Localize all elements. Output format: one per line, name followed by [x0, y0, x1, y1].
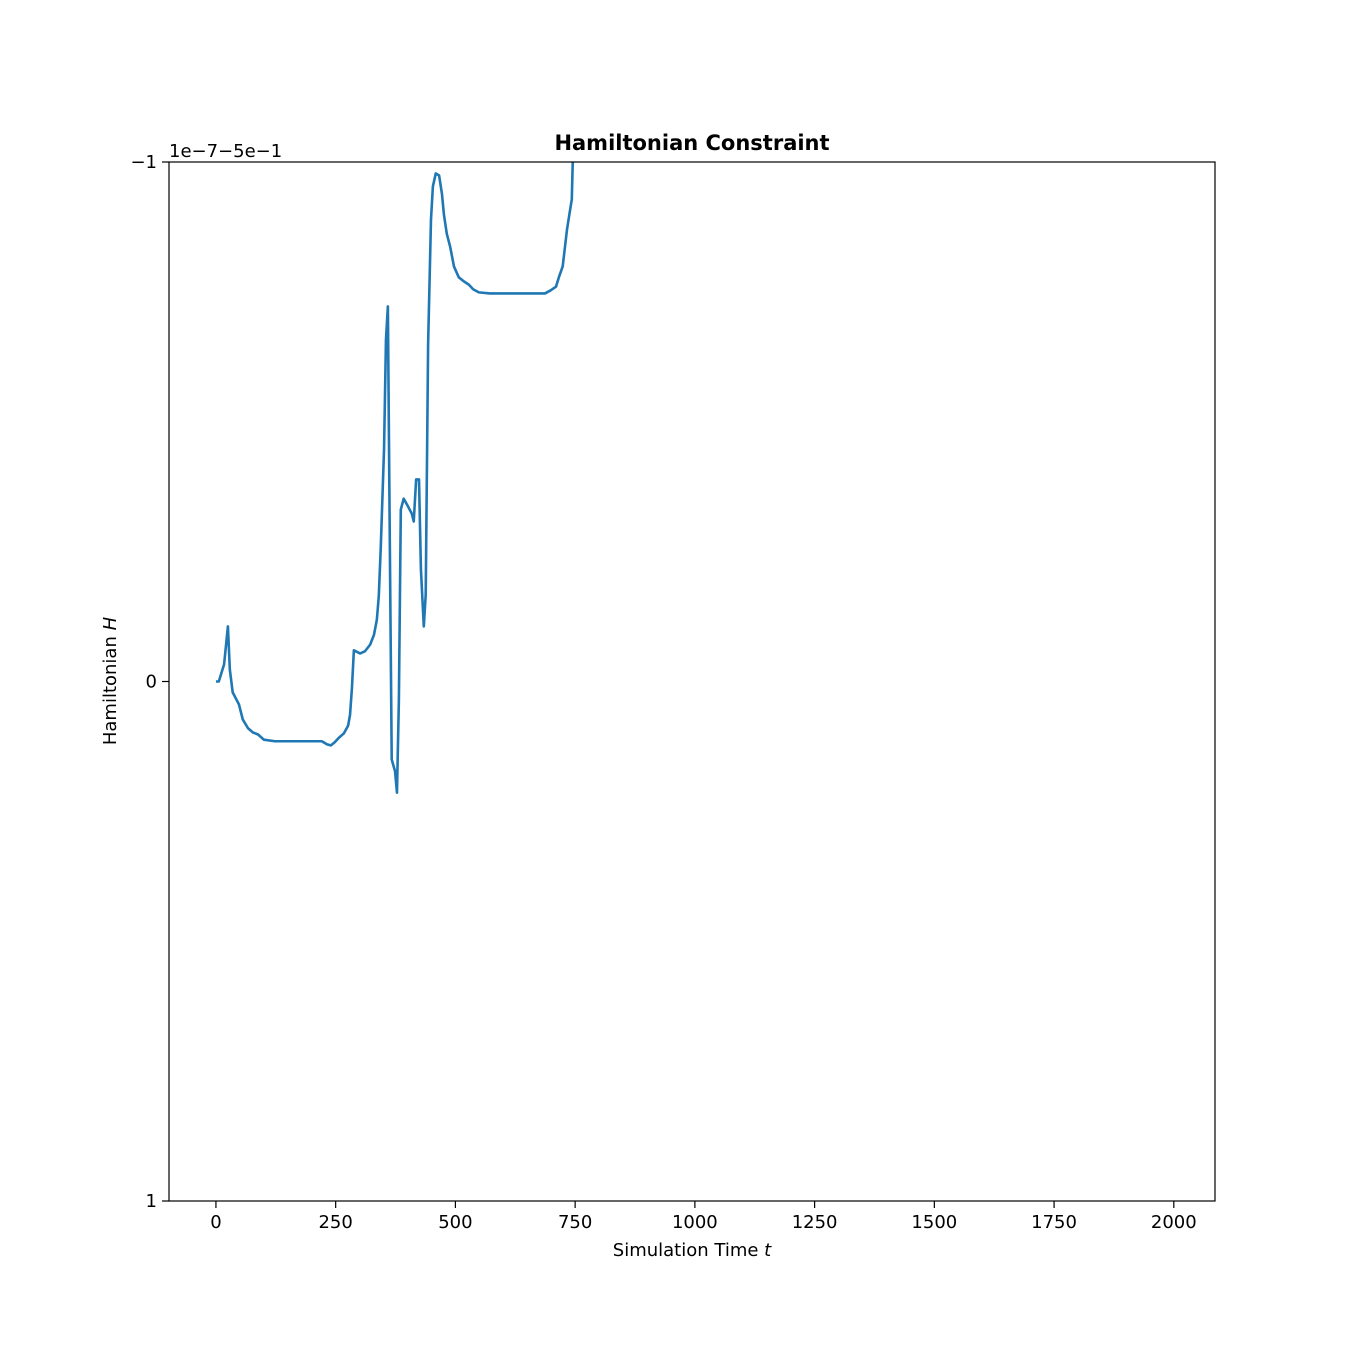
y-tick-label: 0: [146, 672, 157, 693]
offset-text: 1e−7−5e−1: [169, 141, 282, 162]
plot-frame: [168, 161, 1216, 1202]
data-line: [215, 162, 575, 794]
x-tick-label: 750: [558, 1212, 592, 1233]
y-tick-label: 1: [146, 1191, 157, 1212]
x-tick-label: 1000: [672, 1212, 718, 1233]
chart-title: Hamiltonian Constraint: [554, 131, 829, 155]
x-tick-label: 250: [318, 1212, 352, 1233]
x-tick-label: 1500: [911, 1212, 957, 1233]
x-tick-label: 500: [438, 1212, 472, 1233]
y-axis-label: Hamiltonian H: [100, 616, 121, 745]
x-tick-label: 1750: [1031, 1212, 1077, 1233]
x-tick-label: 2000: [1151, 1212, 1197, 1233]
x-tick-label: 0: [210, 1212, 221, 1233]
x-tick-label: 1250: [792, 1212, 838, 1233]
x-axis-label: Simulation Time t: [613, 1240, 772, 1261]
y-tick-label: −1: [130, 152, 157, 173]
